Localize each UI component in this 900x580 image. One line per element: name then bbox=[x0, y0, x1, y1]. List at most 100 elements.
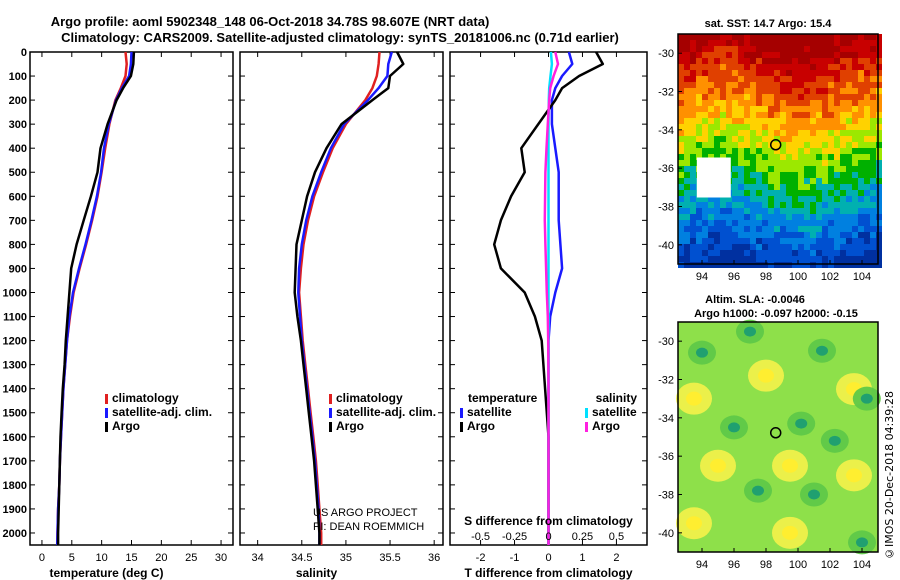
map-xtick-label: 100 bbox=[789, 559, 807, 571]
map-ytick-label: -34 bbox=[658, 413, 674, 425]
legend-swatch bbox=[105, 408, 108, 418]
xtick-label: 35 bbox=[340, 552, 352, 564]
legend-label: Argo bbox=[336, 419, 364, 433]
project-line2: PI: DEAN ROEMMICH bbox=[313, 521, 424, 533]
ytick-label: 2000 bbox=[3, 528, 27, 540]
float-marker bbox=[769, 139, 782, 151]
map2-title-line1: Altim. SLA: -0.0046 bbox=[705, 294, 805, 306]
map-xtick-label: 102 bbox=[821, 559, 839, 571]
float-marker bbox=[769, 427, 782, 439]
xlabel: T difference from climatology bbox=[464, 566, 632, 580]
ytick-label: 1700 bbox=[3, 456, 27, 468]
map-xtick-label: 94 bbox=[696, 271, 708, 283]
ytick-label: 1800 bbox=[3, 480, 27, 492]
legend-swatch bbox=[105, 422, 108, 432]
ytick-label: 1400 bbox=[3, 384, 27, 396]
ytick-label: 800 bbox=[9, 239, 27, 251]
xtick-label: 34.5 bbox=[291, 552, 312, 564]
ytick-label: 0 bbox=[21, 47, 27, 59]
ytick-label: 1200 bbox=[3, 336, 27, 348]
legend-label: satellite-adj. clim. bbox=[112, 405, 212, 419]
series-argo bbox=[293, 51, 405, 545]
missing-data-patch bbox=[696, 157, 731, 198]
map-ytick-label: -38 bbox=[658, 202, 674, 214]
xlabel: temperature (deg C) bbox=[49, 566, 163, 580]
legend-swatch bbox=[329, 394, 332, 404]
legend-label: climatology bbox=[336, 391, 403, 405]
xlabel-s-difference: S difference from climatology bbox=[464, 514, 633, 528]
ytick-label: 400 bbox=[9, 143, 27, 155]
legend-swatch bbox=[329, 422, 332, 432]
legend-label: Argo bbox=[112, 419, 140, 433]
map-ytick-label: -38 bbox=[658, 490, 674, 502]
ytick-label: 200 bbox=[9, 95, 27, 107]
map-ytick-label: -40 bbox=[658, 528, 674, 540]
xtick-label: 34 bbox=[252, 552, 264, 564]
xtick-label: 0 bbox=[545, 552, 551, 564]
series-argo bbox=[56, 51, 136, 545]
xtick-label: 20 bbox=[155, 552, 167, 564]
map-xtick-label: 100 bbox=[789, 271, 807, 283]
legend-label: satellite bbox=[592, 405, 637, 419]
xtick-label-s: 0 bbox=[545, 531, 551, 543]
xtick-label-s: 0.25 bbox=[572, 531, 593, 543]
map-ytick-label: -36 bbox=[658, 163, 674, 175]
map2-title-line2: Argo h1000: -0.097 h2000: -0.15 bbox=[694, 308, 858, 320]
xtick-label: 30 bbox=[215, 552, 227, 564]
ytick-label: 1300 bbox=[3, 360, 27, 372]
ytick-label: 1900 bbox=[3, 504, 27, 516]
panel-frame-0 bbox=[29, 51, 234, 546]
xtick-label: 10 bbox=[96, 552, 108, 564]
legend-label: satellite-adj. clim. bbox=[336, 405, 436, 419]
map-ytick-label: -30 bbox=[658, 48, 674, 60]
legend-swatch bbox=[329, 408, 332, 418]
legend-swatch bbox=[460, 408, 463, 418]
map-ytick-label: -30 bbox=[658, 336, 674, 348]
project-line1: US ARGO PROJECT bbox=[313, 507, 418, 519]
ytick-label: 500 bbox=[9, 167, 27, 179]
legend-swatch bbox=[105, 394, 108, 404]
sst-map bbox=[678, 34, 882, 268]
ytick-label: 1500 bbox=[3, 408, 27, 420]
xtick-label: 5 bbox=[69, 552, 75, 564]
xtick-label-s: -0.5 bbox=[471, 531, 490, 543]
xtick-label-s: 0.5 bbox=[609, 531, 624, 543]
series-s-argo bbox=[543, 51, 560, 545]
xtick-label: -2 bbox=[476, 552, 486, 564]
xtick-label: -1 bbox=[510, 552, 520, 564]
legend-title-salinity: salinity bbox=[596, 391, 638, 405]
sla-map-frame bbox=[677, 321, 879, 553]
xlabel: salinity bbox=[296, 566, 338, 580]
header-line2: Climatology: CARS2009. Satellite-adjuste… bbox=[61, 30, 619, 45]
ytick-label: 1600 bbox=[3, 432, 27, 444]
legend-swatch bbox=[585, 408, 588, 418]
xtick-label: 0 bbox=[39, 552, 45, 564]
map-ytick-label: -32 bbox=[658, 375, 674, 387]
map-xtick-label: 102 bbox=[821, 271, 839, 283]
map-ytick-label: -32 bbox=[658, 87, 674, 99]
map-xtick-label: 104 bbox=[853, 271, 871, 283]
legend-title-temperature: temperature bbox=[468, 391, 538, 405]
map-xtick-label: 96 bbox=[728, 559, 740, 571]
ytick-label: 1100 bbox=[3, 312, 27, 324]
ytick-label: 700 bbox=[9, 215, 27, 227]
xtick-label: 25 bbox=[185, 552, 197, 564]
xtick-label: 36 bbox=[428, 552, 440, 564]
legend-label: Argo bbox=[592, 419, 620, 433]
map-xtick-label: 98 bbox=[760, 271, 772, 283]
xtick-label: 35.5 bbox=[379, 552, 400, 564]
ytick-label: 1000 bbox=[3, 287, 27, 299]
header-line1: Argo profile: aoml 5902348_148 06-Oct-20… bbox=[51, 14, 490, 29]
ytick-label: 900 bbox=[9, 263, 27, 275]
sst-map-frame bbox=[677, 33, 879, 265]
credit-stamp: ©IMOS 20-Dec-2018 04:39:28 bbox=[883, 391, 896, 560]
legend-label: satellite bbox=[467, 405, 512, 419]
map-xtick-label: 94 bbox=[696, 559, 708, 571]
xtick-label: 2 bbox=[613, 552, 619, 564]
map1-title: sat. SST: 14.7 Argo: 15.4 bbox=[705, 18, 833, 30]
map-ytick-label: -40 bbox=[658, 240, 674, 252]
ytick-label: 300 bbox=[9, 119, 27, 131]
map-xtick-label: 96 bbox=[728, 271, 740, 283]
ytick-label: 100 bbox=[9, 71, 27, 83]
